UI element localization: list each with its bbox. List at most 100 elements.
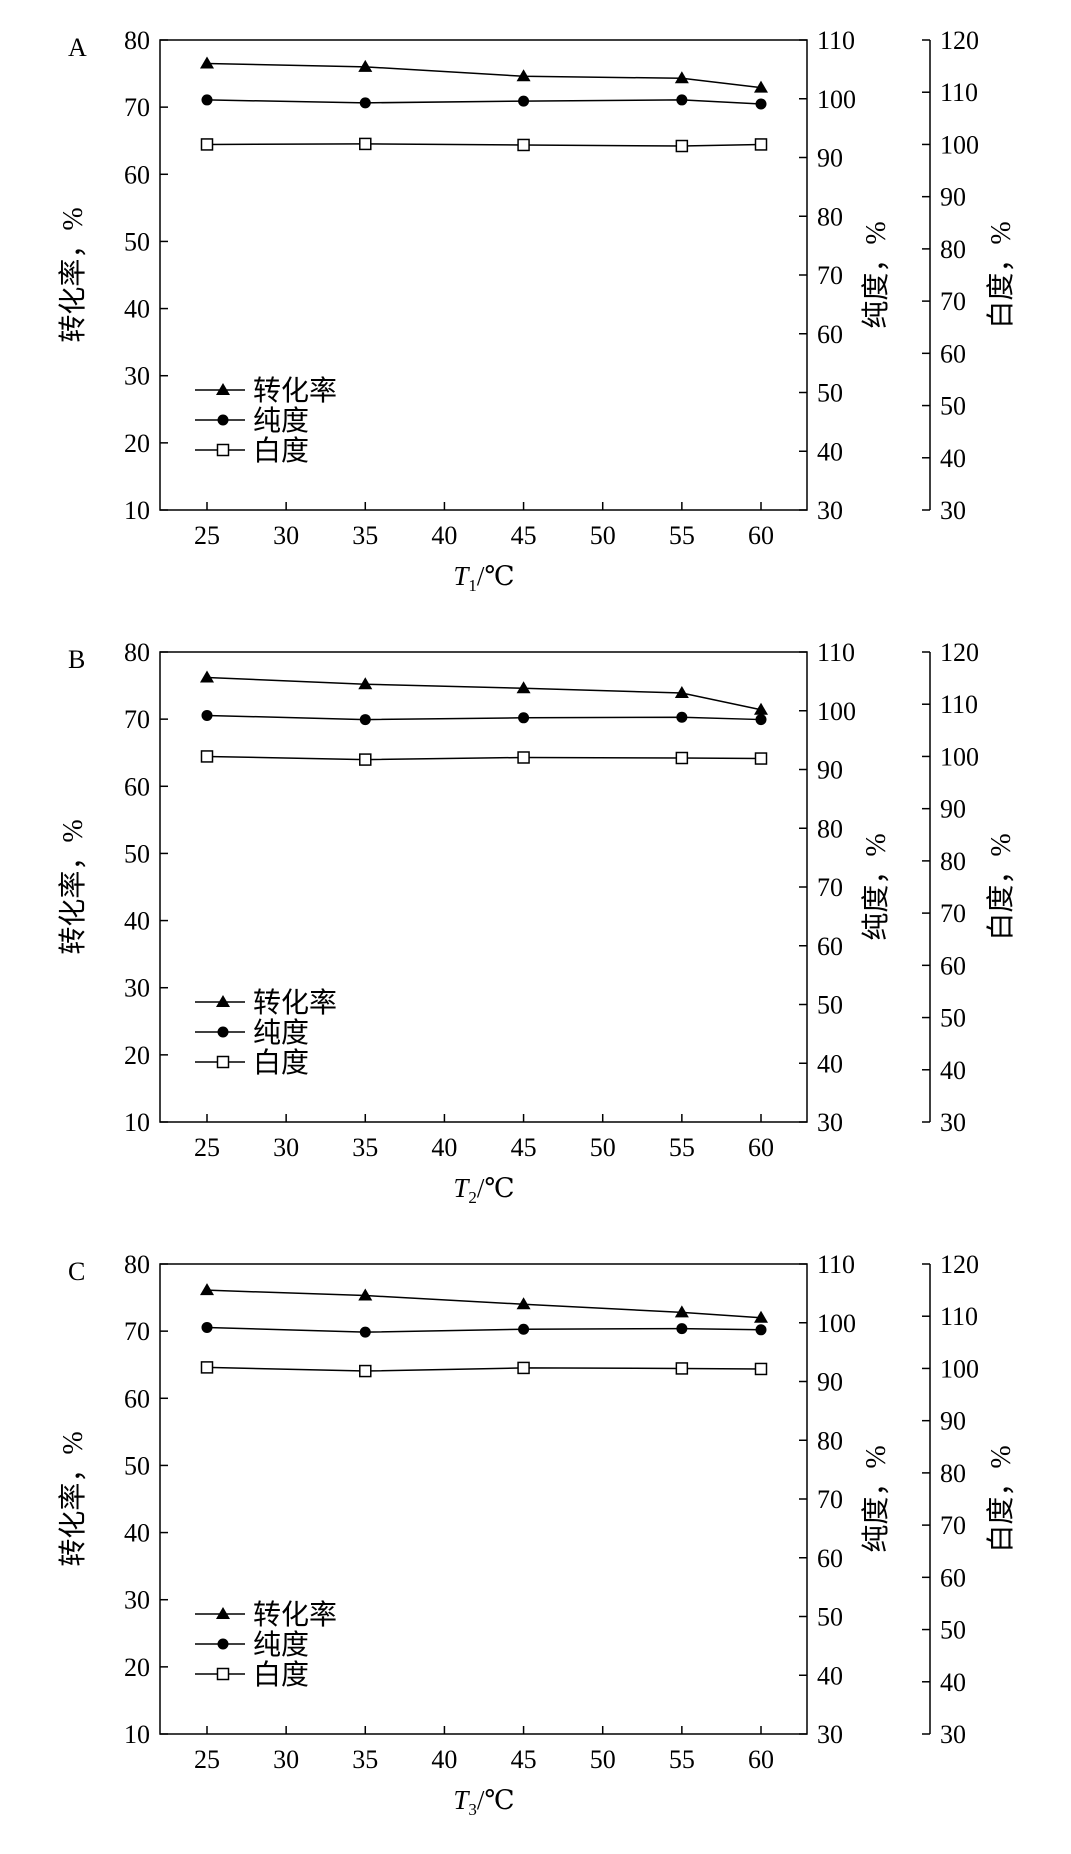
data-point-0 — [516, 1297, 531, 1310]
panel-label: C — [68, 1257, 85, 1286]
data-point-2 — [754, 138, 768, 151]
data-point-0 — [674, 1305, 689, 1318]
legend-marker — [217, 1026, 229, 1038]
whiteness-y-tick-label: 90 — [940, 183, 966, 212]
data-point-2 — [359, 1364, 372, 1378]
whiteness-axis-label: 白度，% — [985, 221, 1017, 328]
data-point-1 — [201, 1321, 213, 1333]
x-tick-label: 45 — [511, 1133, 537, 1162]
data-point-1 — [518, 1323, 530, 1335]
purity-y-tick-label: 30 — [817, 1720, 843, 1749]
data-point-2 — [359, 137, 372, 151]
x-tick-label: 55 — [669, 521, 695, 550]
series-line-0 — [206, 62, 762, 89]
data-point-1 — [518, 95, 530, 107]
x-tick-label: 25 — [194, 521, 220, 550]
data-point-1 — [755, 714, 767, 726]
left-y-tick-label: 20 — [124, 429, 150, 458]
left-y-tick-label: 40 — [124, 1519, 150, 1548]
left-y-tick-label: 20 — [124, 1653, 150, 1682]
legend-marker — [216, 1055, 230, 1069]
purity-y-tick-label: 60 — [817, 1544, 843, 1573]
legend-marker — [217, 414, 229, 426]
legend-marker — [216, 383, 230, 395]
data-point-0 — [200, 56, 214, 69]
whiteness-y-tick-label: 60 — [940, 339, 966, 368]
x-tick-label: 50 — [590, 1745, 616, 1774]
data-point-1 — [676, 94, 688, 106]
data-point-0 — [754, 1310, 768, 1323]
data-point-2 — [517, 138, 530, 152]
legend-label: 纯度 — [253, 1629, 309, 1661]
data-point-2 — [359, 753, 372, 766]
data-point-0 — [358, 59, 373, 72]
x-axis-label: T3/℃ — [453, 1785, 514, 1819]
x-tick-label: 60 — [748, 521, 774, 550]
x-tick-label: 25 — [194, 1133, 220, 1162]
purity-y-tick-label: 40 — [817, 437, 843, 466]
x-tick-label: 30 — [273, 1745, 299, 1774]
data-point-0 — [358, 1288, 373, 1301]
panel-b: B 25 30 35 40 45 50 55 60 T2/℃ 10 20 30 40 50 60 70 80 转化率… — [57, 638, 1017, 1207]
data-point-1 — [359, 714, 371, 726]
data-point-1 — [359, 1326, 371, 1338]
left-y-tick-label: 80 — [124, 26, 150, 55]
left-y-tick-label: 30 — [124, 974, 150, 1003]
data-point-0 — [674, 71, 689, 84]
purity-y-tick-label: 70 — [817, 1485, 843, 1514]
data-point-2 — [200, 1361, 214, 1374]
purity-y-tick-label: 80 — [817, 814, 843, 843]
whiteness-y-tick-label: 80 — [940, 235, 966, 264]
data-point-1 — [676, 1323, 688, 1335]
x-tick-label: 30 — [273, 1133, 299, 1162]
x-tick-label: 35 — [352, 521, 378, 550]
data-point-2 — [675, 1362, 689, 1375]
legend-label: 转化率 — [253, 375, 337, 407]
left-y-tick-label: 10 — [124, 1108, 150, 1137]
purity-y-tick-label: 110 — [817, 26, 855, 55]
whiteness-y-tick-label: 30 — [940, 1108, 966, 1137]
left-y-tick-label: 70 — [124, 705, 150, 734]
whiteness-axis-label: 白度，% — [985, 1445, 1017, 1552]
left-y-tick-label: 30 — [124, 362, 150, 391]
x-tick-label: 35 — [352, 1133, 378, 1162]
left-y-tick-label: 10 — [124, 496, 150, 525]
purity-axis-label: 纯度，% — [860, 221, 892, 328]
panel-a: A 25 30 35 40 45 50 55 60 T1/℃ 10 20 30 40 50 60 70 80 转化率… — [57, 26, 1017, 595]
legend-label: 白度 — [253, 1659, 309, 1691]
data-point-0 — [200, 670, 214, 683]
purity-y-tick-label: 100 — [817, 1309, 856, 1338]
whiteness-y-tick-label: 30 — [940, 496, 966, 525]
left-y-tick-label: 60 — [124, 772, 150, 801]
legend-label: 转化率 — [253, 1599, 337, 1631]
data-point-1 — [755, 1324, 767, 1336]
data-point-0 — [358, 677, 373, 690]
purity-y-tick-label: 80 — [817, 202, 843, 231]
purity-y-tick-label: 90 — [817, 144, 843, 173]
conversion-axis-label: 转化率，% — [57, 819, 89, 954]
x-axis-label: T1/℃ — [453, 561, 514, 595]
whiteness-y-tick-label: 80 — [940, 847, 966, 876]
data-point-2 — [200, 750, 214, 763]
purity-y-tick-label: 50 — [817, 1603, 843, 1632]
purity-y-tick-label: 100 — [817, 85, 856, 114]
whiteness-y-tick-label: 40 — [940, 444, 966, 473]
x-tick-label: 55 — [669, 1745, 695, 1774]
data-point-1 — [518, 712, 530, 724]
legend-marker — [216, 1607, 230, 1619]
left-y-tick-label: 50 — [124, 1451, 150, 1480]
legend-label: 白度 — [253, 435, 309, 467]
data-point-2 — [754, 1362, 768, 1376]
purity-y-tick-label: 90 — [817, 756, 843, 785]
whiteness-y-tick-label: 90 — [940, 1407, 966, 1436]
purity-y-tick-label: 50 — [817, 379, 843, 408]
left-y-tick-label: 80 — [124, 1250, 150, 1279]
x-tick-label: 60 — [748, 1745, 774, 1774]
panel-label: B — [68, 645, 85, 674]
left-y-tick-label: 50 — [124, 839, 150, 868]
data-point-0 — [516, 69, 531, 82]
legend-label: 纯度 — [253, 405, 309, 437]
data-point-1 — [201, 709, 213, 721]
